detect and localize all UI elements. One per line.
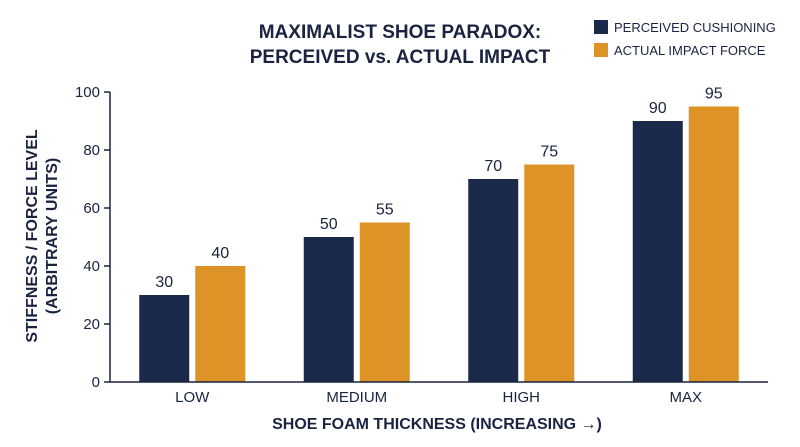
bar-actual-max bbox=[688, 106, 739, 382]
category-label-medium: MEDIUM bbox=[326, 389, 387, 406]
data-label: 55 bbox=[376, 202, 394, 219]
y-axis-title-line-2: (ARBITRARY UNITS) bbox=[44, 158, 61, 314]
data-label: 40 bbox=[211, 245, 229, 262]
data-label: 50 bbox=[320, 216, 338, 233]
bar-actual-medium bbox=[359, 222, 410, 382]
y-tick-label: 80 bbox=[83, 142, 100, 159]
data-label: 70 bbox=[484, 158, 502, 175]
data-label: 95 bbox=[705, 86, 723, 103]
y-tick-label: 100 bbox=[75, 84, 100, 101]
category-labels: LOW MEDIUM HIGH MAX bbox=[175, 389, 702, 406]
data-label: 75 bbox=[540, 144, 558, 161]
data-label: 90 bbox=[649, 100, 667, 117]
y-axis-title: STIFFNESS / FORCE LEVEL (ARBITRARY UNITS… bbox=[24, 129, 61, 343]
category-label-high: HIGH bbox=[503, 389, 541, 406]
chart-title: MAXIMALIST SHOE PARADOX: PERCEIVED vs. A… bbox=[250, 22, 551, 68]
legend-label-actual: ACTUAL IMPACT FORCE bbox=[614, 43, 766, 58]
y-tick-label: 20 bbox=[83, 316, 100, 333]
legend: PERCEIVED CUSHIONING ACTUAL IMPACT FORCE bbox=[594, 20, 776, 58]
legend-label-perceived: PERCEIVED CUSHIONING bbox=[614, 20, 776, 35]
y-axis-ticks: 0 20 40 60 80 100 bbox=[75, 84, 110, 391]
bar-perceived-high bbox=[468, 179, 519, 382]
bar-actual-high bbox=[524, 164, 575, 382]
y-tick-label: 0 bbox=[92, 374, 100, 391]
legend-swatch-actual bbox=[594, 43, 608, 57]
bar-perceived-medium bbox=[303, 237, 354, 382]
bar-perceived-max bbox=[632, 121, 683, 382]
y-axis-title-line-1: STIFFNESS / FORCE LEVEL bbox=[24, 129, 41, 343]
bars: 30 40 50 55 70 75 90 95 bbox=[139, 86, 739, 382]
y-tick-label: 60 bbox=[83, 200, 100, 217]
bar-actual-low bbox=[195, 266, 246, 382]
x-axis-title: SHOE FOAM THICKNESS (INCREASING →) bbox=[272, 416, 602, 433]
data-label: 30 bbox=[155, 274, 173, 291]
category-label-low: LOW bbox=[175, 389, 210, 406]
legend-swatch-perceived bbox=[594, 20, 608, 34]
y-tick-label: 40 bbox=[83, 258, 100, 275]
chart-title-line-1: MAXIMALIST SHOE PARADOX: bbox=[259, 22, 542, 43]
bar-perceived-low bbox=[139, 295, 190, 382]
chart-title-line-2: PERCEIVED vs. ACTUAL IMPACT bbox=[250, 47, 551, 68]
category-label-max: MAX bbox=[669, 389, 702, 406]
